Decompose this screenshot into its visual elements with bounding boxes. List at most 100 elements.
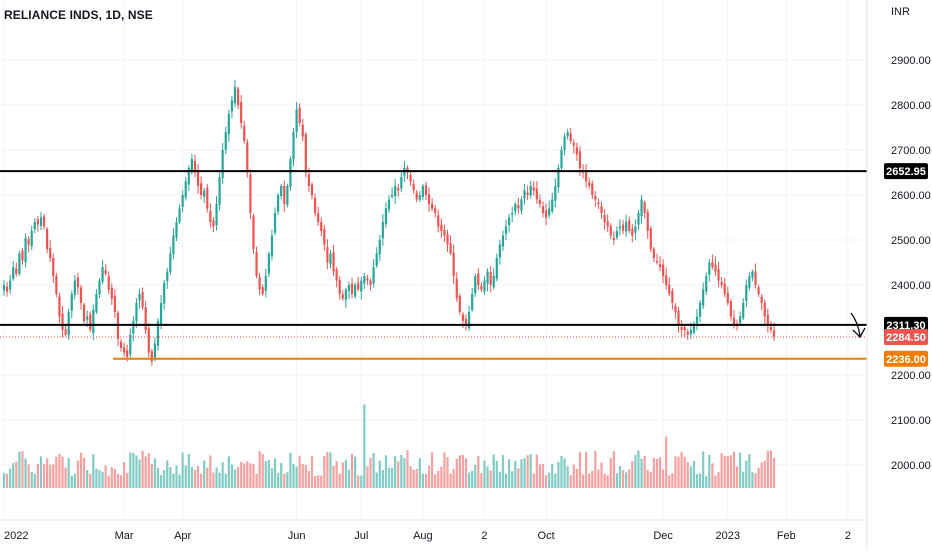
candle-body	[2, 285, 6, 291]
volume-bar	[480, 472, 483, 488]
candle-body	[123, 347, 126, 353]
candle-body	[535, 188, 538, 200]
candle-body	[523, 190, 526, 199]
candle-body	[187, 168, 190, 185]
volume-bar	[514, 460, 517, 488]
volume-bar	[104, 465, 107, 488]
y-tick-label: 2700.00	[891, 145, 931, 157]
volume-bar	[739, 452, 742, 488]
volume-bar	[431, 452, 434, 488]
candle-body	[434, 208, 437, 213]
candle-body	[452, 252, 455, 276]
candle-body	[335, 269, 338, 281]
candle-body	[236, 88, 240, 105]
volume-bar	[443, 452, 446, 488]
candle-body	[421, 186, 424, 198]
candle-body	[277, 195, 280, 212]
x-tick-label: Oct	[538, 530, 555, 542]
volume-bar	[283, 473, 286, 488]
volume-bar	[264, 461, 267, 488]
volume-bar	[366, 466, 369, 488]
volume-bar	[46, 458, 49, 488]
candle-body	[680, 327, 683, 330]
volume-bar	[193, 470, 197, 488]
volume-bar	[532, 473, 535, 488]
volume-bar	[354, 456, 357, 488]
candle-body	[27, 239, 30, 245]
candle-body	[249, 174, 252, 213]
candle-body	[538, 199, 542, 204]
candle-body	[763, 302, 766, 317]
candle-body	[92, 309, 95, 334]
volume-bar	[526, 455, 529, 488]
volume-bar	[381, 470, 384, 488]
price-axis[interactable]: 2900.00 2800.00 2700.00 2600.00 2500.00 2400.…	[891, 55, 931, 472]
volume-bar	[720, 453, 723, 488]
price-badge-resistance	[884, 163, 928, 180]
candle-body	[113, 295, 116, 312]
candle-body	[674, 306, 677, 312]
volume-bar	[458, 455, 461, 488]
candle-body	[375, 253, 378, 266]
volume-bar	[178, 474, 181, 488]
price-line-layer[interactable]	[0, 170, 867, 360]
volume-bar	[33, 473, 36, 488]
volume-bar	[628, 469, 631, 488]
candle-body	[621, 224, 625, 231]
volume-bar	[520, 459, 523, 488]
volume-bar	[295, 466, 298, 488]
volume-bar	[15, 461, 18, 488]
candle-body	[33, 222, 36, 230]
volume-bar	[286, 472, 289, 488]
candle-body	[289, 159, 292, 188]
volume-bar	[335, 461, 338, 488]
volume-bar	[588, 473, 591, 488]
x-tick-label: 2	[845, 530, 851, 542]
volume-bar	[440, 466, 443, 488]
candle-body	[625, 222, 628, 232]
volume-bar	[600, 462, 603, 488]
candle-body	[508, 217, 511, 226]
volume-bar	[24, 458, 27, 488]
candle-body	[551, 199, 554, 212]
candle-body	[702, 289, 705, 306]
volume-bar	[748, 454, 751, 488]
volume-bar	[313, 475, 317, 488]
volume-bar	[243, 463, 246, 488]
volume-bar	[621, 470, 625, 488]
volume-bar	[474, 464, 477, 488]
volume-bar	[289, 452, 292, 488]
volume-bar	[486, 466, 489, 488]
volume-bar	[566, 466, 569, 488]
volume-bar	[273, 458, 277, 488]
volume-bar	[236, 466, 240, 488]
volume-bar	[597, 469, 600, 488]
candle-body	[178, 208, 181, 222]
volume-bar	[471, 470, 474, 488]
volume-bar	[498, 471, 501, 488]
volume-bar	[631, 461, 634, 488]
candle-body	[332, 252, 335, 272]
candle-body	[292, 132, 295, 160]
volume-bar	[326, 451, 329, 488]
candle-body	[631, 228, 634, 236]
time-axis[interactable]: 2022 Mar Apr Jun Jul Aug 2 Oct Dec 2023 Feb 2	[4, 530, 851, 542]
x-tick-label: Jun	[288, 530, 306, 542]
candle-body	[233, 87, 237, 104]
x-tick-label: Dec	[653, 530, 673, 542]
candle-body	[295, 109, 298, 132]
candle-body	[209, 210, 212, 222]
candle-body	[495, 258, 498, 279]
candle-body	[578, 151, 582, 168]
volume-bar	[615, 473, 619, 488]
candle-body	[514, 204, 517, 212]
candle-body	[544, 210, 548, 218]
candle-body	[446, 234, 449, 245]
candle-body	[772, 330, 776, 337]
candle-body	[585, 170, 588, 182]
price-badge-label: 2311.30	[886, 320, 925, 332]
volume-bar	[350, 454, 354, 488]
volume-bar	[689, 466, 692, 488]
